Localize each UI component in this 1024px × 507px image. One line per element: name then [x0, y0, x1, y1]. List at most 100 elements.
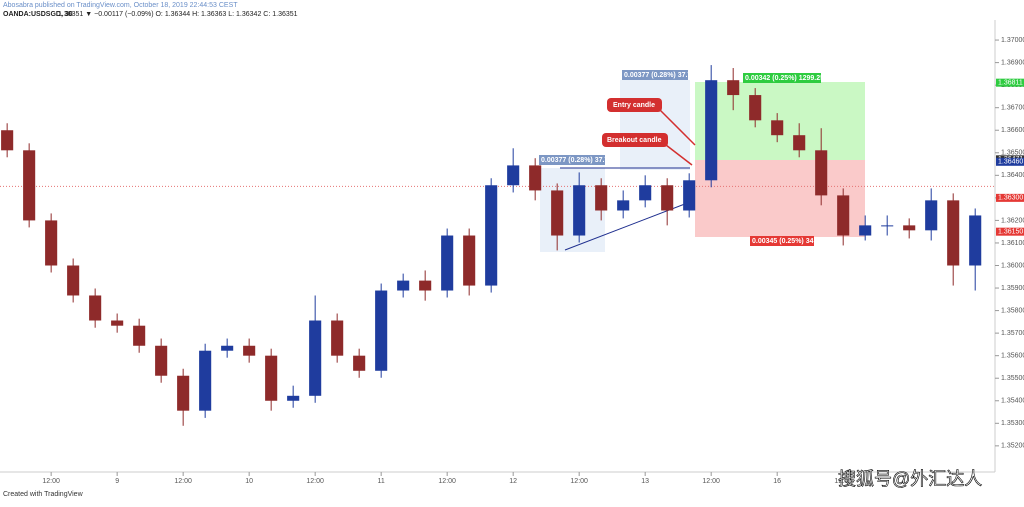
candle-body [265, 355, 278, 401]
candle-body [705, 80, 718, 181]
x-tick-label: 16 [773, 478, 781, 485]
candle-body [441, 235, 454, 291]
annotation: Entry candle [613, 102, 655, 109]
annotation: 0.00377 (0.28%) 37.7 [541, 157, 608, 164]
y-tick-label: 1.35600 [1001, 353, 1024, 360]
label-box [602, 133, 668, 147]
candle-body [331, 320, 344, 356]
candle-body [309, 320, 322, 396]
candle-body [595, 185, 608, 211]
price-label-box [996, 78, 1024, 87]
candle-body [23, 150, 36, 221]
x-tick-label: 12:00 [306, 478, 324, 485]
x-tick-label: 12 [509, 478, 517, 485]
author: Abosabra published on TradingView.com, O… [3, 2, 238, 9]
candle-body [1, 130, 14, 151]
label-box [750, 236, 814, 246]
candle-body [133, 325, 146, 346]
price-label: 1.36300 [998, 195, 1023, 202]
y-tick-label: 1.35800 [1001, 307, 1024, 314]
x-tick-label: 12:00 [834, 478, 852, 485]
candle-body [617, 200, 630, 211]
candle-body [727, 80, 740, 96]
candle-body [815, 150, 828, 196]
price-label-box [996, 227, 1024, 236]
x-tick-label: 12:00 [702, 478, 720, 485]
candle-body [683, 180, 696, 211]
candle-body [375, 290, 388, 371]
y-tick-label: 1.35200 [1001, 443, 1024, 450]
annotation: 0.00345 (0.25%) 34.5 [752, 238, 819, 245]
symbol: OANDA:USDSGD, 30 [3, 11, 73, 18]
candle-body [111, 320, 124, 326]
candle-body [45, 220, 58, 266]
candle-body [199, 350, 212, 411]
candle-body [837, 195, 850, 236]
candle-body [485, 185, 498, 286]
price-label: 1.36150 [998, 229, 1023, 236]
candle-body [749, 95, 762, 121]
quote: 1.36351 ▼ −0.00117 (−0.09%) O: 1.36344 H… [58, 11, 298, 18]
candle-body [287, 395, 300, 401]
candle-body [243, 345, 256, 356]
candle-body [793, 135, 806, 151]
x-tick-label: 12:00 [570, 478, 588, 485]
y-tick-label: 1.35700 [1001, 330, 1024, 337]
candle-body [639, 185, 652, 201]
candle-body [397, 280, 410, 291]
candle-body [573, 185, 586, 236]
price-label: 1.36460 [998, 159, 1023, 166]
candle-body [551, 190, 564, 236]
candle-body [661, 185, 674, 211]
candle-body [969, 215, 982, 266]
candle-body [221, 345, 234, 351]
candle-body [771, 120, 784, 136]
x-tick-label: 12:00 [42, 478, 60, 485]
y-tick-label: 1.35500 [1001, 375, 1024, 382]
footer: Created with TradingView [3, 491, 84, 498]
measure-box [620, 80, 690, 170]
candle-body [507, 165, 520, 186]
x-tick-label: 9 [115, 478, 119, 485]
y-tick-label: 1.36200 [1001, 217, 1024, 224]
y-tick-label: 1.36900 [1001, 59, 1024, 66]
label-box [607, 98, 662, 112]
measure-box [540, 168, 605, 252]
price-label-box [996, 157, 1024, 166]
candle-body [859, 225, 872, 236]
x-tick-label: 10 [245, 478, 253, 485]
price-label: 1.36811 [998, 80, 1023, 87]
annotation: 0.00342 (0.25%) 1299.25 [745, 75, 824, 82]
y-tick-label: 1.35300 [1001, 420, 1024, 427]
y-tick-label: 1.35400 [1001, 398, 1024, 405]
annotations: Entry candle Breakout candle 0.00377 (0.… [539, 70, 824, 246]
stop-zone [695, 160, 865, 237]
price-label-box [996, 193, 1024, 202]
arrow [659, 109, 696, 146]
y-tick-label: 1.36400 [1001, 172, 1024, 179]
label-box [622, 70, 688, 80]
arrow [665, 144, 693, 166]
y-tick-label: 1.37000 [1001, 37, 1024, 44]
candle-body [67, 265, 80, 296]
candle-body [925, 200, 938, 231]
candle-body [177, 375, 190, 411]
annotation: Breakout candle [607, 137, 662, 144]
y-tick-label: 1.36100 [1001, 240, 1024, 247]
candle-body [947, 200, 960, 266]
watermark: 搜狐号@外汇达人 [838, 469, 982, 489]
candle-body [529, 165, 542, 191]
candle-body [419, 280, 432, 291]
y-tick-label: 1.35900 [1001, 285, 1024, 292]
y-tick-label: 1.36700 [1001, 105, 1024, 112]
y-tick-label: 1.36500 [1001, 150, 1024, 157]
candle-body [463, 235, 476, 286]
label-box [743, 73, 821, 83]
x-tick-label: 12:00 [174, 478, 192, 485]
x-tick-label: 11 [378, 478, 385, 485]
label-box [539, 155, 605, 165]
candle-body [903, 225, 916, 231]
x-tick-label: 12:00 [438, 478, 456, 485]
